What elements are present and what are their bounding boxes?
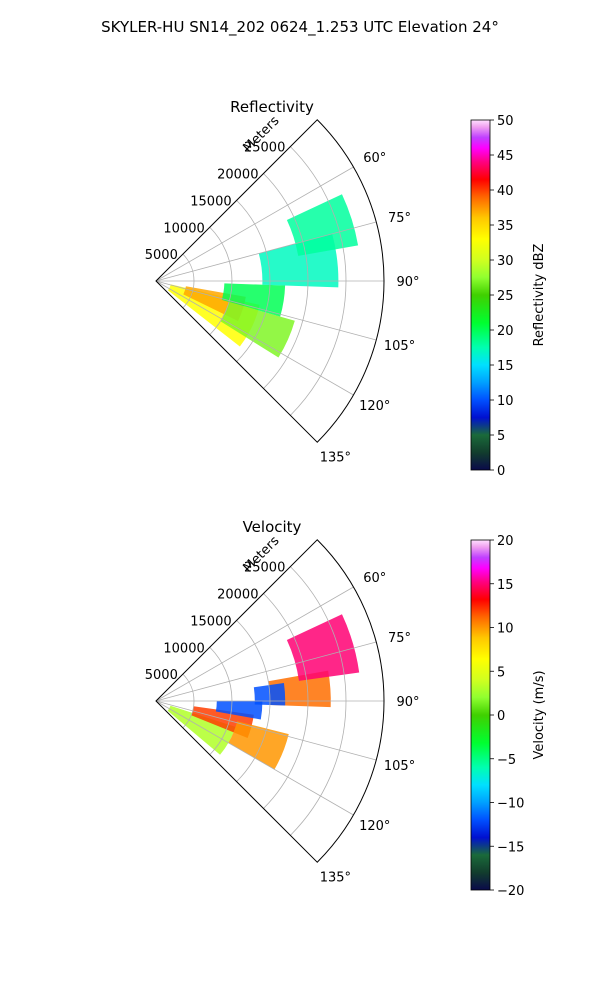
colorbar-tick-label: 15 [497,359,514,374]
azimuth-tick-label: 75° [388,631,411,646]
azimuth-spoke [155,700,354,816]
echo-region [220,301,295,358]
azimuth-tick-label: 105° [384,759,415,774]
azimuth-tick-label: 120° [359,819,390,834]
colorbar-tick-label: 50 [497,114,514,129]
azimuth-tick-label: 90° [396,275,419,290]
azimuth-tick-label: 90° [396,695,419,710]
azimuth-tick-label: 135° [320,870,351,885]
azimuth-tick-label: 120° [359,399,390,414]
velocity-panel: Velocity500010000150002000025000Meters60… [145,518,547,899]
colorbar-gradient [470,539,491,891]
azimuth-tick-label: 60° [363,571,386,586]
azimuth-tick-label: 135° [320,450,351,465]
echo-region [228,721,289,770]
azimuth-spoke [155,221,377,282]
azimuth-spoke [155,280,377,341]
colorbar-tick-label: 15 [497,578,514,593]
colorbar-tick-label: 20 [497,324,514,339]
azimuth-tick-label: 60° [363,151,386,166]
azimuth-spoke [155,641,377,702]
colorbar-tick-label: −20 [497,884,524,899]
range-tick-label: 15000 [190,614,231,629]
colorbar-gradient [470,119,491,471]
colorbar-tick-label: 30 [497,254,514,269]
polar-frame [155,539,385,863]
azimuth-tick-label: 105° [384,339,415,354]
polar-grid [155,566,384,836]
azimuth-tick-label: 75° [388,211,411,226]
colorbar-label: Velocity (m/s) [532,670,547,759]
azimuth-spoke [155,166,354,282]
colorbar-tick-label: 0 [497,464,505,479]
range-tick-label: 25000 [244,561,285,576]
echo-regions [167,194,359,358]
colorbar-tick-label: 10 [497,394,514,409]
polar-frame [155,119,385,443]
colorbar-tick-label: −5 [497,753,516,768]
figure-title: SKYLER-HU SN14_202 0624_1.253 UTC Elevat… [101,18,499,37]
range-tick-label: 25000 [244,141,285,156]
range-tick-label: 5000 [145,248,178,263]
colorbar-label: Reflectivity dBZ [532,244,547,347]
colorbar-tick-label: 5 [497,429,505,444]
range-tick-label: 15000 [190,194,231,209]
colorbar-tick-label: 40 [497,184,514,199]
echo-region [286,194,359,256]
polar-grid [155,146,384,416]
colorbar-tick-label: 20 [497,534,514,549]
colorbar: −20 −15 −10 −5 0 5 10 15 20 Velocity (m/s) [470,534,547,899]
colorbar-tick-label: −15 [497,840,524,855]
echo-region [215,701,263,720]
panel-title: Velocity [243,518,302,536]
azimuth-spoke [155,700,377,761]
range-tick-label: 10000 [163,641,204,656]
range-tick-label: 10000 [163,221,204,236]
range-tick-label: 5000 [145,668,178,683]
reflectivity-panel: Reflectivity500010000150002000025000Mete… [145,98,547,479]
echo-region [286,614,360,681]
colorbar-tick-label: −10 [497,797,524,812]
colorbar-tick-label: 5 [497,665,505,680]
panel-title: Reflectivity [230,98,314,116]
colorbar-tick-label: 0 [497,709,505,724]
colorbar-tick-label: 35 [497,219,514,234]
range-tick-label: 20000 [217,588,258,603]
colorbar: 0 5 10 15 20 25 30 35 40 45 50 Reflectivity dBZ [470,114,547,479]
colorbar-tick-label: 45 [497,149,514,164]
azimuth-spoke [155,586,354,702]
echo-regions [167,614,360,770]
colorbar-tick-label: 25 [497,289,514,304]
colorbar-tick-label: 10 [497,622,514,637]
azimuth-spoke [155,280,354,396]
range-tick-label: 20000 [217,168,258,183]
